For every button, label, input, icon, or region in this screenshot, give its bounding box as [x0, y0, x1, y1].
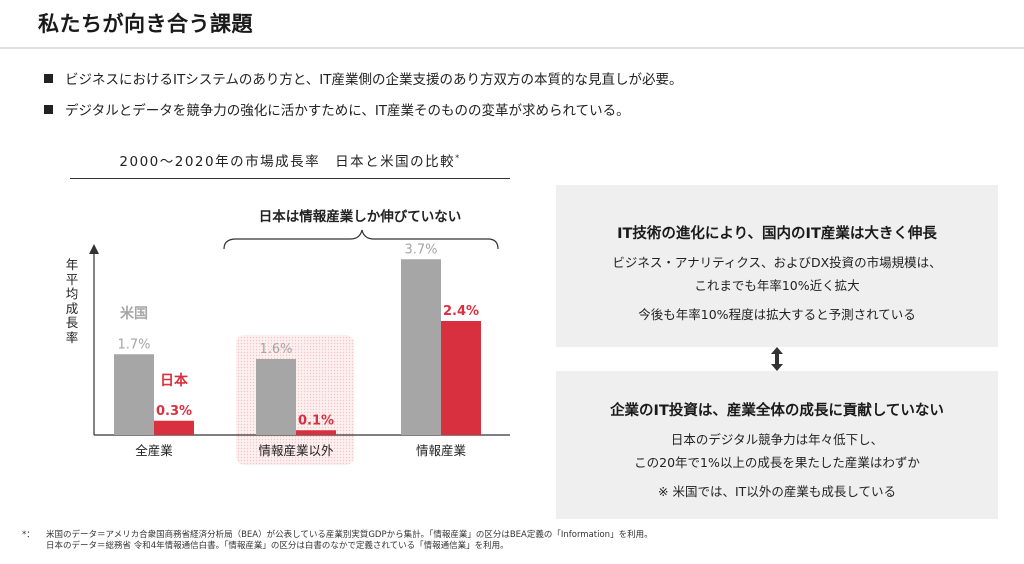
footnote-line: 米国のデータ＝アメリカ合衆国商務省経済分析局（BEA）が公表している産業別実質G…: [46, 530, 653, 540]
bar-value-label: 1.7%: [117, 337, 150, 352]
highlight-region: [236, 335, 354, 465]
bullet-square-icon: [44, 104, 53, 114]
footnote-mark: *：: [22, 530, 35, 540]
panel-line: ビジネス・アナリティクス、およびDX投資の市場規模は、: [612, 255, 942, 270]
panel-line: 今後も年率10%程度は拡大すると予測されている: [638, 307, 916, 322]
title-divider: [0, 47, 1024, 49]
bullet-square-icon: [44, 73, 53, 83]
bar-japan: [154, 420, 194, 435]
legend-us: 米国: [120, 305, 148, 322]
brace-annotation: 日本は情報産業しか伸びていない: [258, 209, 462, 225]
panel-it-investment: 企業のIT投資は、産業全体の成長に貢献していない 日本のデジタル競争力は年々低下…: [556, 371, 998, 519]
chart-title: 2000～2020年の市場成長率 日本と米国の比較*: [119, 153, 461, 171]
bar-us: [114, 354, 154, 435]
legend-japan: 日本: [160, 372, 189, 389]
panel-line: ※ 米国では、IT以外の産業も成長している: [658, 484, 896, 499]
bar-value-label: 0.1%: [298, 413, 334, 428]
x-tick-label: 情報産業以外: [258, 443, 334, 458]
bullet-item: ビジネスにおけるITシステムのあり方と、IT産業側の企業支援のあり方双方の本質的…: [44, 68, 683, 88]
panel-line: この20年で1%以上の成長を果たした産業はわずか: [634, 455, 920, 470]
bar-value-label: 0.3%: [156, 404, 192, 419]
chart-title-rule: [70, 178, 510, 179]
double-vertical-arrow-icon: [771, 347, 783, 371]
panel-heading: 企業のIT投資は、産業全体の成長に貢献していない: [610, 403, 944, 419]
y-axis-arrow-icon: [89, 244, 99, 254]
bullet-item: デジタルとデータを競争力の強化に活かすために、IT産業そのものの変革が求められて…: [44, 99, 630, 119]
panel-heading: IT技術の進化により、国内のIT産業は大きく伸長: [617, 226, 937, 242]
footnote-line: 日本のデータ＝総務省 令和4年情報通信白書。「情報産業」の区分は白書のなかで定義…: [46, 541, 509, 551]
footnote: *： 米国のデータ＝アメリカ合衆国商務省経済分析局（BEA）が公表している産業別…: [22, 530, 653, 552]
y-axis-label: 年平均成長率: [65, 257, 79, 345]
bar-value-label: 1.6%: [259, 342, 292, 357]
x-tick-label: 情報産業: [416, 443, 467, 458]
bullet-text: デジタルとデータを競争力の強化に活かすために、IT産業そのものの変革が求められて…: [65, 103, 630, 119]
bar-value-label: 3.7%: [404, 242, 437, 257]
panel-it-growth: IT技術の進化により、国内のIT産業は大きく伸長 ビジネス・アナリティクス、およ…: [556, 185, 998, 347]
bar-us: [256, 359, 296, 435]
bar-value-label: 2.4%: [443, 304, 479, 319]
panel-line: 日本のデジタル競争力は年々低下し、: [670, 432, 884, 447]
x-tick-label: 全産業: [135, 443, 173, 458]
bar-japan: [296, 430, 336, 435]
bullet-text: ビジネスにおけるITシステムのあり方と、IT産業側の企業支援のあり方双方の本質的…: [65, 72, 683, 88]
bar-us: [401, 259, 441, 435]
page-title: 私たちが向き合う課題: [38, 12, 253, 36]
panel-line: これまでも年率10%近く拡大: [694, 278, 860, 293]
bar-japan: [441, 321, 481, 435]
brace-icon: [223, 229, 499, 250]
